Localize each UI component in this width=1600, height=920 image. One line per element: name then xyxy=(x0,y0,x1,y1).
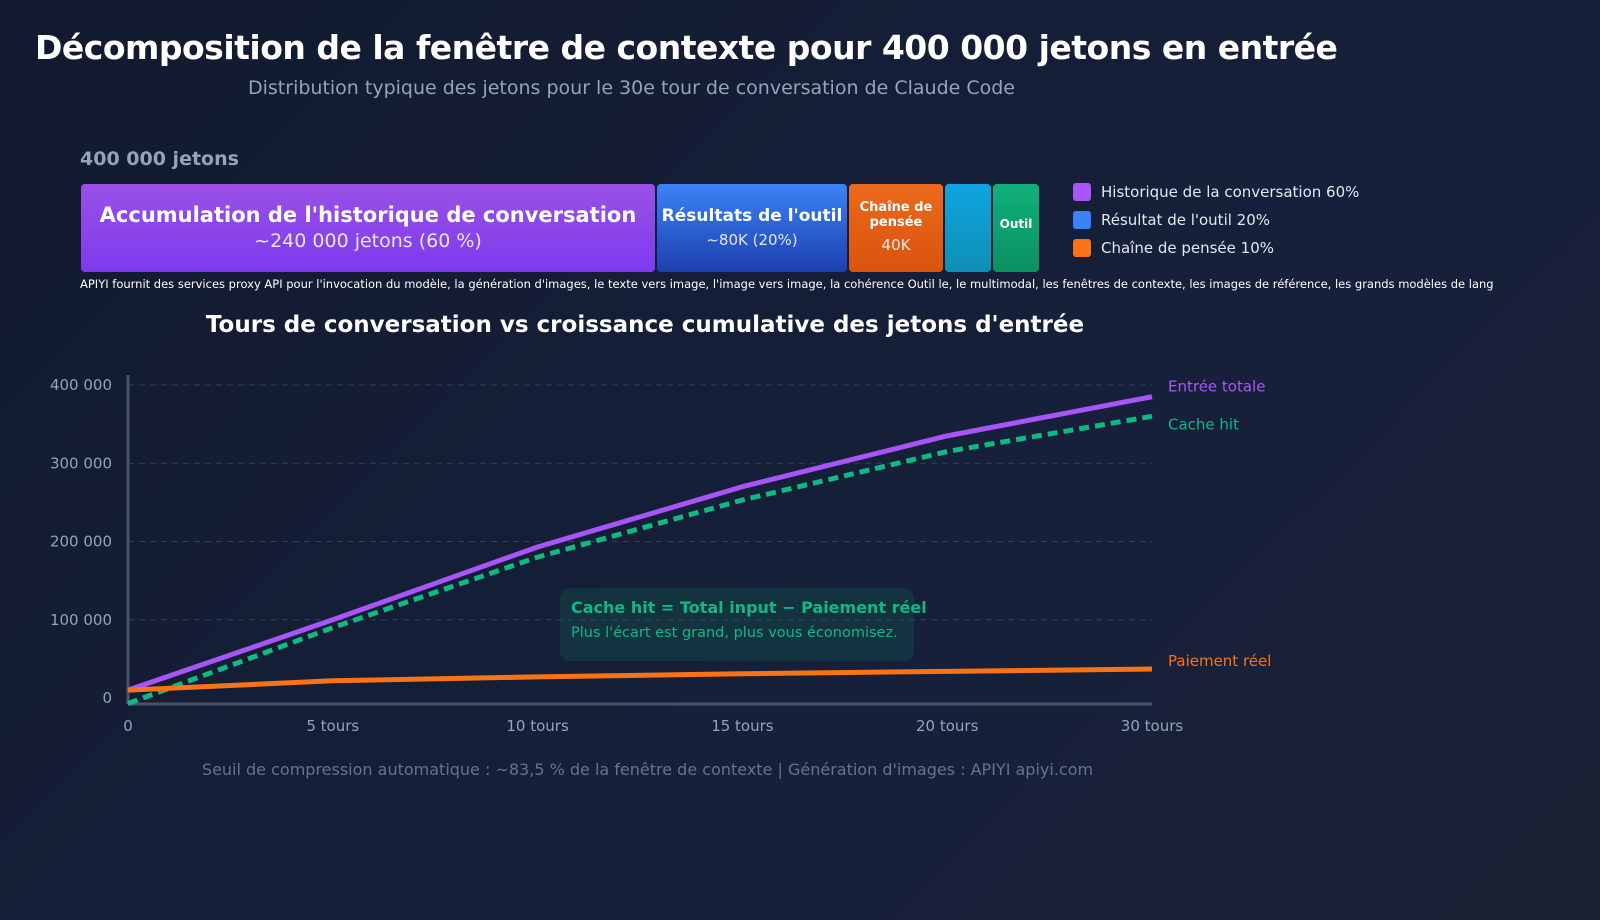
segment-1: Résultats de l'outil ~80K (20%) xyxy=(657,184,847,272)
series-label: Cache hit xyxy=(1168,415,1239,433)
y-tick-label: 400 000 xyxy=(50,376,112,394)
legend-item: Historique de la conversation 60% xyxy=(1073,183,1359,201)
page-title: Décomposition de la fenêtre de contexte … xyxy=(35,28,1338,67)
x-tick-label: 0 xyxy=(123,717,133,735)
legend-label: Historique de la conversation 60% xyxy=(1101,183,1360,201)
total-tokens-label: 400 000 jetons xyxy=(80,148,239,170)
segment-title: Chaîne de pensée xyxy=(859,200,933,231)
legend-item: Résultat de l'outil 20% xyxy=(1073,211,1270,229)
x-tick-label: 15 tours xyxy=(711,717,774,735)
annotation-title: Cache hit = Total input − Paiement réel xyxy=(571,598,927,617)
legend-swatch xyxy=(1073,183,1091,201)
chart-title: Tours de conversation vs croissance cumu… xyxy=(205,312,1085,338)
legend-swatch xyxy=(1073,211,1091,229)
page-subtitle: Distribution typique des jetons pour le … xyxy=(248,77,1015,99)
segment-title: Accumulation de l'historique de conversa… xyxy=(99,203,637,227)
segment-0: Accumulation de l'historique de conversa… xyxy=(81,184,655,272)
series-line-1 xyxy=(127,413,1153,706)
y-tick-label: 300 000 xyxy=(50,454,112,472)
segment-value: ~80K (20%) xyxy=(706,231,798,250)
y-tick-label: 100 000 xyxy=(50,611,112,629)
series-line-2 xyxy=(127,666,1153,693)
x-tick-label: 10 tours xyxy=(506,717,569,735)
legend-item: Chaîne de pensée 10% xyxy=(1073,239,1274,257)
x-tick-label: 20 tours xyxy=(916,717,979,735)
segment-value: ~240 000 jetons (60 %) xyxy=(254,230,482,253)
x-tick-label: 5 tours xyxy=(306,717,359,735)
segment-2: Chaîne de pensée 40K xyxy=(849,184,943,272)
series-label: Paiement réel xyxy=(1168,652,1271,670)
segment-value: 40K xyxy=(881,236,911,255)
annotation-text: Plus l'écart est grand, plus vous économ… xyxy=(571,625,898,641)
series-line-0 xyxy=(127,394,1153,693)
overflow-text: APIYI fournit des services proxy API pou… xyxy=(80,277,1494,291)
segment-title: Résultats de l'outil xyxy=(661,205,843,226)
x-tick-label: 30 tours xyxy=(1121,717,1184,735)
series-label: Entrée totale xyxy=(1168,378,1265,396)
legend-swatch xyxy=(1073,239,1091,257)
y-tick-label: 200 000 xyxy=(50,533,112,551)
segment-4: Outil xyxy=(993,184,1039,272)
segment-3 xyxy=(945,184,991,272)
legend-label: Chaîne de pensée 10% xyxy=(1101,239,1274,257)
footer: Seuil de compression automatique : ~83,5… xyxy=(201,760,1094,779)
legend-label: Résultat de l'outil 20% xyxy=(1101,211,1271,229)
segment-title: Outil xyxy=(999,217,1033,232)
annotation-box: Cache hit = Total input − Paiement réel … xyxy=(560,588,927,661)
y-tick-label: 0 xyxy=(102,689,112,707)
